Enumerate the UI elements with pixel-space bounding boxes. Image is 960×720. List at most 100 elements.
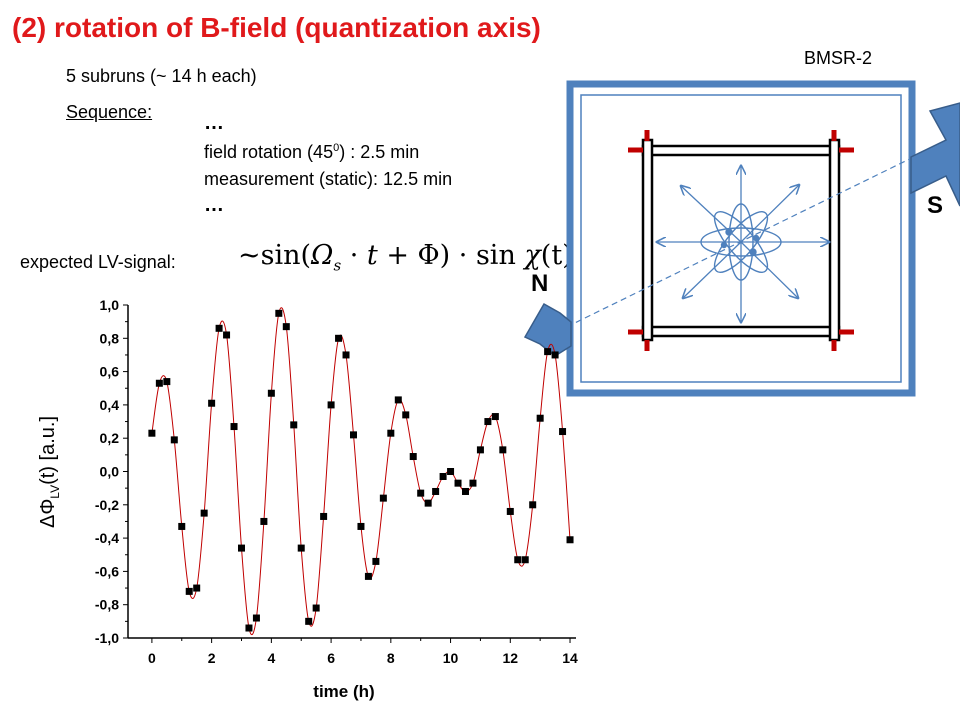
formula-omega-sub: s — [333, 256, 342, 275]
sequence-rotation: field rotation (450) : 2.5 min — [204, 142, 419, 163]
fit-curve — [151, 307, 571, 636]
x-tick-label: 8 — [387, 650, 395, 666]
expected-signal-label: expected LV-signal: — [20, 252, 176, 272]
data-point — [417, 489, 425, 497]
data-point — [469, 479, 477, 487]
data-point — [536, 414, 544, 422]
rotation-text: field rotation (45 — [204, 142, 334, 162]
data-point — [499, 446, 507, 454]
sequence-label: Sequence: — [66, 102, 153, 122]
y-axis-title: ΔΦLV(t) [a.u.] — [37, 416, 62, 528]
y-tick-label: -1,0 — [95, 630, 119, 646]
data-point — [335, 334, 343, 342]
data-point — [394, 396, 402, 404]
data-point — [163, 378, 171, 386]
data-point — [551, 351, 559, 359]
data-point — [454, 479, 462, 487]
data-point — [267, 389, 275, 397]
data-point — [506, 507, 514, 515]
south-label: S — [927, 192, 944, 219]
y-axis-title-rest: (t) [a.u.] — [37, 416, 59, 485]
data-point — [514, 556, 522, 564]
data-point — [312, 604, 320, 612]
shield-inner-wall — [580, 94, 902, 383]
slide-title: (2) rotation of B-field (quantization ax… — [12, 12, 541, 43]
data-point — [379, 494, 387, 502]
x-axis-title: time (h) — [313, 682, 374, 701]
data-point — [185, 587, 193, 595]
data-point — [193, 584, 201, 592]
formula-omega: Ω — [311, 240, 334, 271]
data-point — [208, 399, 216, 407]
data-point — [461, 487, 469, 495]
data-point — [155, 379, 163, 387]
data-point — [297, 544, 305, 552]
y-tick-label: -0,6 — [95, 563, 119, 579]
y-tick-label: 0,4 — [100, 397, 120, 413]
data-point — [476, 446, 484, 454]
data-point — [305, 617, 313, 625]
field-axis-line — [539, 149, 929, 341]
signal-formula: ~sin(Ωs · t + Φ) · sin χ(t) — [238, 240, 573, 274]
data-point — [178, 522, 186, 530]
x-tick-label: 0 — [148, 650, 156, 666]
data-point — [447, 468, 455, 475]
rotation-degree: 0 — [333, 142, 340, 154]
sequence-dots-bottom: … — [204, 194, 224, 216]
data-point — [275, 309, 283, 317]
data-point — [237, 544, 245, 552]
data-point — [364, 572, 372, 580]
x-tick-label: 4 — [267, 650, 275, 666]
magnet-arrow-north — [523, 302, 572, 357]
x-tick-label: 12 — [503, 650, 519, 666]
formula-t: t — [366, 240, 378, 271]
data-point — [170, 436, 178, 444]
data-point — [320, 512, 328, 520]
formula-prefix: ~sin( — [238, 240, 312, 271]
north-label: N — [531, 270, 549, 297]
data-point — [290, 421, 298, 429]
data-point — [342, 351, 350, 359]
data-point — [252, 614, 260, 622]
data-point — [230, 423, 238, 431]
sequence-measurement: measurement (static): 12.5 min — [204, 169, 453, 189]
chart-ticks: 1,0 0,8 0,6 0,4 0,2 0,0 -0,2 -0,4 -0,6 -0,8 -1,0 0 2… — [95, 297, 578, 666]
data-point — [432, 487, 440, 495]
sequence-dots-top: … — [204, 112, 224, 134]
y-tick-label: -0,4 — [95, 530, 119, 546]
data-point — [148, 429, 156, 437]
y-tick-label: -0,8 — [95, 597, 119, 613]
data-point — [349, 431, 357, 439]
shield-label: BMSR-2 — [804, 48, 873, 68]
data-point — [484, 418, 492, 426]
data-point — [200, 509, 208, 517]
y-axis-title-delta: ΔΦ — [37, 499, 59, 528]
data-points — [148, 309, 574, 632]
data-point — [260, 517, 268, 525]
magnet-arrow-south — [910, 102, 960, 207]
data-point — [327, 401, 335, 409]
data-point — [559, 428, 567, 436]
data-point — [566, 536, 574, 544]
data-point — [544, 348, 552, 356]
data-point — [529, 501, 537, 509]
y-tick-label: 0,0 — [100, 464, 120, 480]
y-tick-label: 0,2 — [100, 430, 120, 446]
data-point — [439, 472, 447, 480]
data-point — [387, 429, 395, 437]
rotation-rest: ) : 2.5 min — [339, 142, 420, 162]
y-tick-label: 1,0 — [100, 297, 120, 313]
data-point — [491, 413, 499, 421]
data-point — [521, 556, 529, 564]
y-tick-label: -0,2 — [95, 497, 119, 513]
formula-chi: χ — [524, 240, 541, 271]
data-point — [357, 522, 365, 530]
data-point — [409, 453, 417, 461]
data-point — [402, 411, 410, 419]
x-tick-label: 2 — [208, 650, 216, 666]
x-tick-label: 6 — [327, 650, 335, 666]
data-point — [282, 323, 290, 331]
y-tick-label: 0,8 — [100, 330, 120, 346]
